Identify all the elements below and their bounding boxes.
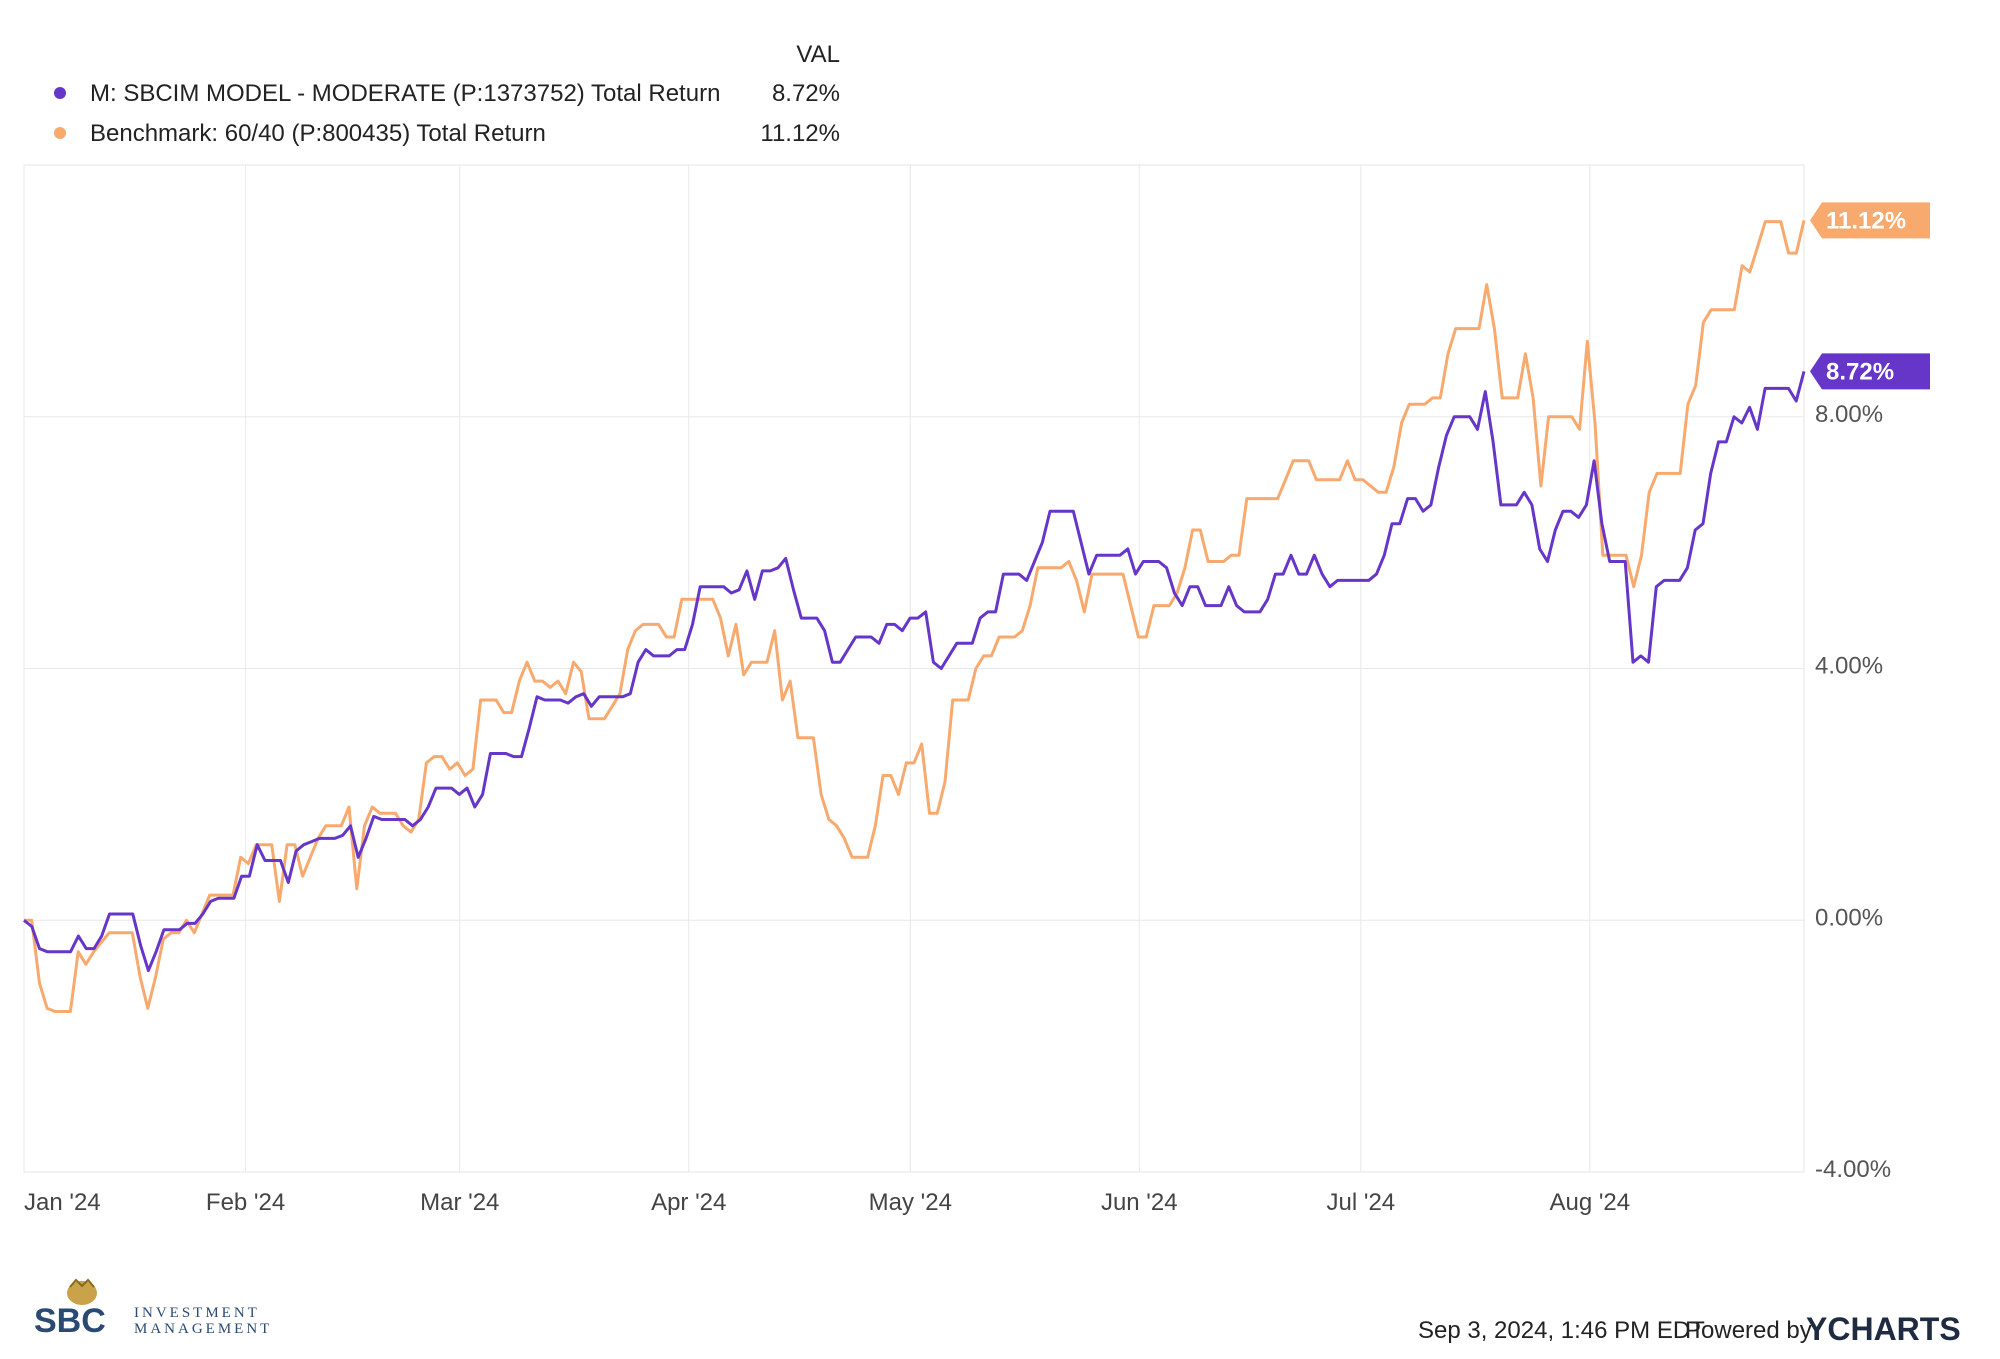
x-tick-label: Jul '24 (1327, 1189, 1396, 1216)
x-tick-label: Aug '24 (1549, 1189, 1630, 1216)
logo-management: MANAGEMENT (134, 1321, 272, 1337)
ycharts-brand[interactable]: YCHARTS (1806, 1311, 1961, 1347)
y-tick-label: -4.00% (1815, 1156, 1891, 1183)
legend: VAL M: SBCIM MODEL - MODERATE (P:1373752… (54, 41, 840, 147)
x-tick-label: Mar '24 (420, 1189, 499, 1216)
footer-timestamp: Sep 3, 2024, 1:46 PM EDT (1418, 1317, 1705, 1344)
sbc-logo: SBC INVESTMENT MANAGEMENT (34, 1278, 272, 1340)
legend-value-model: 8.72% (772, 80, 840, 107)
x-tick-label: Jan '24 (24, 1189, 101, 1216)
legend-label-benchmark[interactable]: Benchmark: 60/40 (P:800435) Total Return (90, 120, 546, 147)
footer-powered-by: Powered by (1685, 1317, 1812, 1344)
y-tick-label: 8.00% (1815, 401, 1883, 428)
y-tick-label: 0.00% (1815, 904, 1883, 931)
badge-benchmark-shape (1810, 202, 1930, 239)
owl-emblem-icon (67, 1281, 97, 1305)
x-tick-label: May '24 (869, 1189, 952, 1216)
x-axis: Jan '24 Feb '24 Mar '24 Apr '24 May '24 Jun '… (24, 1189, 1630, 1216)
series-line-benchmark[interactable] (24, 220, 1806, 1013)
legend-header: VAL (796, 41, 840, 68)
y-axis: 8.00% 4.00% 0.00% -4.00% (1815, 401, 1891, 1183)
owl-ears-icon (69, 1278, 95, 1288)
x-tick-label: Apr '24 (651, 1189, 726, 1216)
legend-marker-model (54, 87, 66, 99)
x-tick-label: Jun '24 (1101, 1189, 1178, 1216)
grid-lines (23, 165, 1804, 1172)
series-line-model[interactable] (23, 371, 1806, 973)
y-tick-label: 4.00% (1815, 653, 1883, 680)
logo-investment: INVESTMENT (134, 1305, 260, 1321)
badge-model-shape (1810, 353, 1930, 390)
badge-benchmark: 11.12% (1810, 202, 1930, 239)
logo-sbc: SBC (34, 1302, 106, 1340)
badge-benchmark-text: 11.12% (1826, 207, 1906, 234)
badge-model: 8.72% (1810, 353, 1930, 390)
x-tick-label: Feb '24 (206, 1189, 285, 1216)
badge-model-text: 8.72% (1826, 358, 1894, 385)
legend-marker-benchmark (54, 127, 66, 139)
series-lines (23, 220, 1806, 1013)
legend-value-benchmark: 11.12% (760, 120, 840, 147)
legend-label-model[interactable]: M: SBCIM MODEL - MODERATE (P:1373752) To… (90, 80, 720, 107)
